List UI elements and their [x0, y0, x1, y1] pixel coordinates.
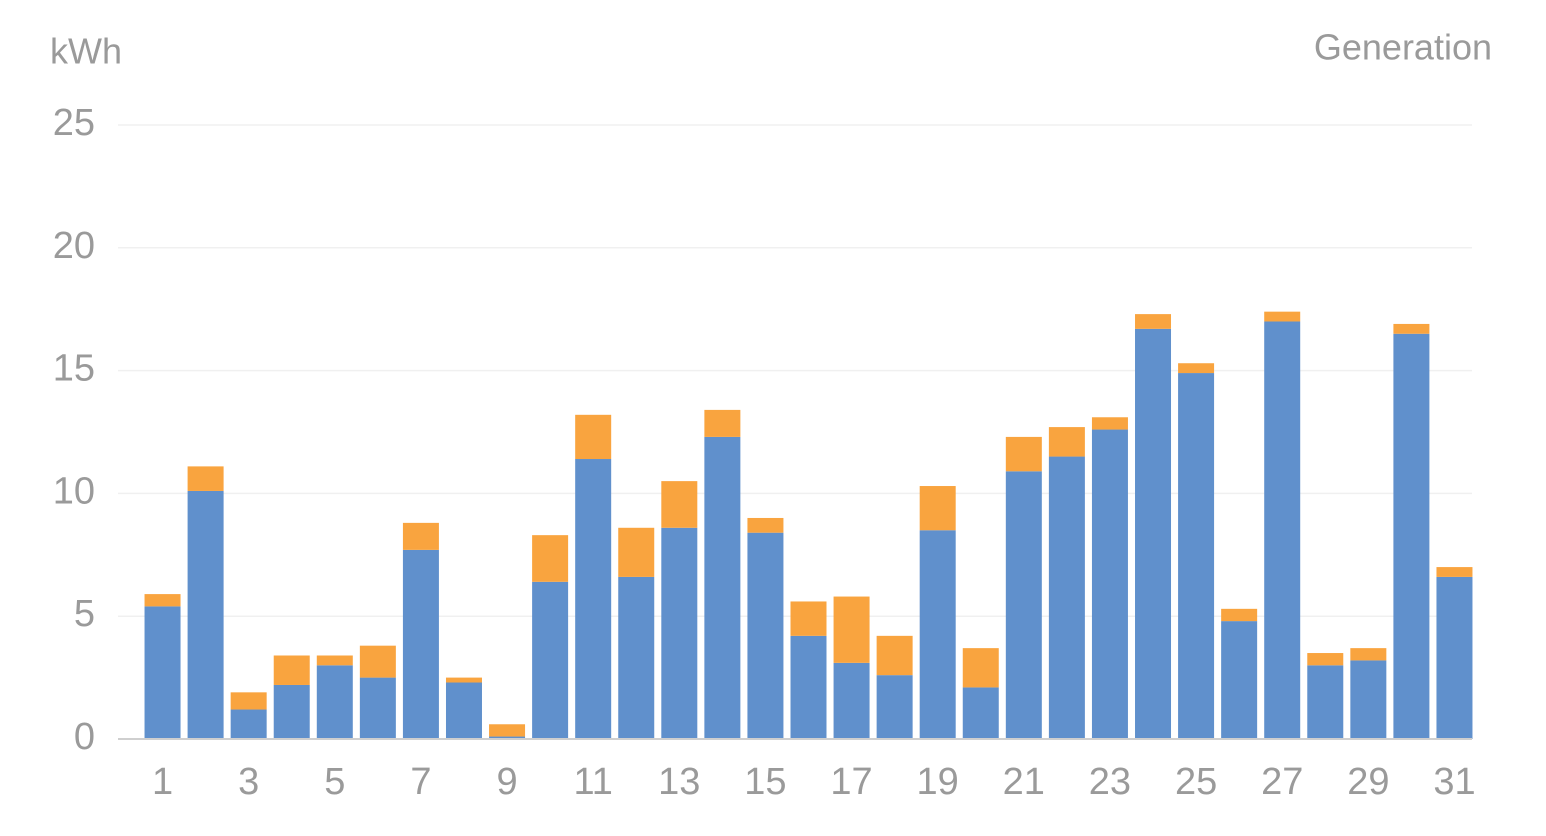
bar-segment — [962, 648, 999, 688]
y-tick-label: 15 — [53, 348, 95, 390]
bar-segment — [1135, 328, 1172, 739]
bar-segment — [1307, 665, 1344, 739]
bar-segment — [1350, 660, 1387, 739]
bar-segment — [402, 522, 439, 550]
bar-segment — [187, 490, 224, 739]
bar-segment — [1436, 576, 1473, 739]
bar-segment — [919, 486, 956, 531]
x-tick-label: 29 — [1347, 761, 1389, 803]
bar-segment — [1221, 621, 1258, 739]
bar-segment — [144, 594, 181, 607]
bar-segment — [1393, 323, 1430, 334]
bar-segment — [1393, 333, 1430, 739]
bar-segment — [704, 409, 741, 437]
bar-segment — [1005, 436, 1042, 472]
bar-segment — [1091, 429, 1128, 739]
bar-segment — [790, 601, 827, 636]
bar-segment — [661, 527, 698, 739]
bar-segment — [1307, 653, 1344, 666]
bar-segment — [618, 527, 655, 577]
bar-segment — [962, 687, 999, 739]
bar-segment — [445, 682, 482, 739]
bar-segment — [876, 635, 913, 676]
bar-segment — [273, 684, 310, 739]
x-tick-label: 23 — [1089, 761, 1131, 803]
bar-segment — [618, 576, 655, 739]
bar-segment — [1135, 314, 1172, 329]
bar-segment — [359, 677, 396, 739]
bar-segment — [1264, 311, 1301, 322]
y-tick-label: 5 — [74, 593, 95, 635]
bar-segment — [575, 414, 612, 460]
x-tick-label: 1 — [152, 761, 173, 803]
bar-segment — [316, 665, 353, 739]
bar-segment — [316, 655, 353, 666]
bar-segment — [187, 466, 224, 491]
x-tick-label: 11 — [573, 761, 612, 803]
bar-segment — [402, 549, 439, 739]
bar-segment — [489, 724, 526, 737]
bar-segment — [230, 692, 267, 710]
bar-segment — [833, 596, 870, 663]
x-tick-label: 21 — [1003, 761, 1045, 803]
bar-segment — [747, 532, 784, 739]
bar-segment — [876, 675, 913, 739]
bar-segment — [1264, 321, 1301, 739]
bar-segment — [532, 535, 569, 582]
x-tick-label: 9 — [496, 761, 517, 803]
x-tick-label: 25 — [1175, 761, 1217, 803]
bar-segment — [919, 530, 956, 739]
bar-segment — [1048, 456, 1085, 739]
x-tick-label: 15 — [744, 761, 786, 803]
bar-segment — [1436, 567, 1473, 577]
y-axis-label: kWh — [50, 31, 122, 72]
bar-segment — [144, 606, 181, 739]
bar-segment — [273, 655, 310, 685]
bar-segment — [532, 581, 569, 739]
x-tick-label: 31 — [1433, 761, 1475, 803]
bar-segment — [1221, 608, 1258, 622]
y-tick-label: 10 — [53, 470, 95, 512]
bar-segment — [1005, 471, 1042, 739]
bar-segment — [790, 635, 827, 739]
bar-segment — [1091, 417, 1128, 430]
bar-segment — [359, 645, 396, 678]
bar-segment — [575, 459, 612, 739]
bar-segment — [1178, 373, 1215, 739]
chart-label: Generation — [1314, 27, 1492, 68]
bar-segment — [833, 662, 870, 739]
y-tick-label: 0 — [74, 716, 95, 758]
x-tick-label: 27 — [1261, 761, 1303, 803]
bar-segment — [704, 436, 741, 739]
x-tick-label: 17 — [830, 761, 872, 803]
x-tick-label: 19 — [917, 761, 959, 803]
bar-segment — [1178, 363, 1215, 374]
bar-segment — [1350, 648, 1387, 661]
bar-segment — [230, 709, 267, 739]
x-tick-label: 3 — [238, 761, 259, 803]
bar-segment — [445, 677, 482, 683]
bar-segment — [661, 481, 698, 528]
bar-segment — [489, 736, 526, 739]
x-tick-label: 7 — [410, 761, 431, 803]
y-tick-label: 25 — [53, 102, 95, 144]
x-tick-label: 13 — [658, 761, 700, 803]
y-tick-label: 20 — [53, 225, 95, 267]
bar-segment — [747, 517, 784, 533]
bar-segment — [1048, 427, 1085, 457]
x-tick-label: 5 — [324, 761, 345, 803]
